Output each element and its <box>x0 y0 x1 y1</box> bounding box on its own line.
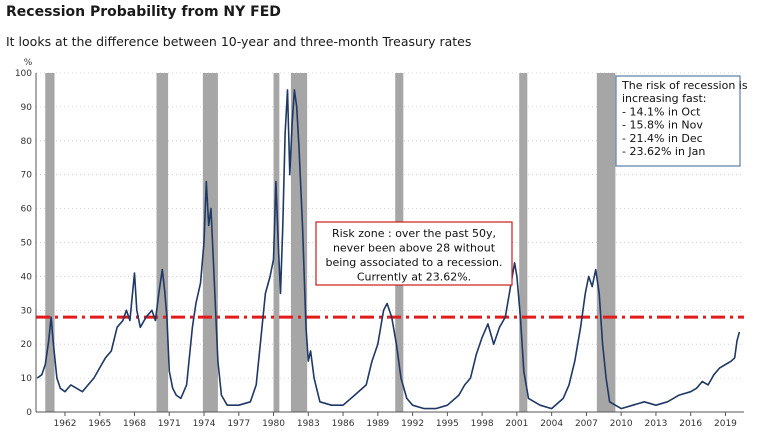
annotation-line: The risk of recession is <box>621 79 748 92</box>
probability-series-line <box>36 89 741 410</box>
y-tick-label: 80 <box>21 137 33 147</box>
x-tick-label: 1977 <box>227 419 250 429</box>
y-tick-label: 70 <box>21 171 33 181</box>
annotation-line: being associated to a recession. <box>326 256 503 269</box>
y-tick-label: 90 <box>21 103 33 113</box>
x-tick-label: 1998 <box>471 419 494 429</box>
x-tick-label: 1995 <box>436 419 459 429</box>
x-tick-label: 1983 <box>297 419 320 429</box>
x-tick-label: 2013 <box>644 419 667 429</box>
x-tick-label: 1992 <box>401 419 424 429</box>
annotation-line: Currently at 23.62%. <box>357 271 471 284</box>
x-tick-label: 2007 <box>575 419 598 429</box>
x-tick-label: 1968 <box>123 419 146 429</box>
y-tick-label: 60 <box>21 205 33 215</box>
x-tick-label: 2004 <box>540 419 563 429</box>
x-tick-label: 2016 <box>679 419 702 429</box>
annotation-line: - 23.62% in Jan <box>622 145 705 158</box>
annotation-line: - 21.4% in Dec <box>622 132 703 145</box>
y-tick-label: 40 <box>21 272 33 282</box>
recession-band <box>596 73 616 412</box>
x-tick-label: 2010 <box>610 419 633 429</box>
x-tick-label: 1965 <box>88 419 111 429</box>
y-tick-label: 10 <box>21 374 33 384</box>
recession-band <box>156 73 169 412</box>
x-tick-label: 1989 <box>366 419 389 429</box>
recession-band <box>45 73 55 412</box>
annotation-risk: Risk zone : over the past 50y, never been… <box>315 221 513 286</box>
recession-band <box>273 73 280 412</box>
y-tick-label: 100 <box>15 69 32 79</box>
y-axis-label: % <box>24 58 33 68</box>
annotation-line: Risk zone : over the past 50y, <box>332 227 496 240</box>
x-tick-label: 2019 <box>714 419 737 429</box>
chart-title: Recession Probability from NY FED <box>6 4 281 20</box>
x-tick-label: 1986 <box>332 419 355 429</box>
x-tick-label: 1962 <box>54 419 77 429</box>
annotation-line: - 15.8% in Nov <box>622 119 703 132</box>
x-tick-label: 2001 <box>505 419 528 429</box>
recession-band <box>202 73 218 412</box>
annotation-box <box>315 221 513 286</box>
y-tick-label: 20 <box>21 340 33 350</box>
annotation-line: never been above 28 without <box>333 242 496 255</box>
x-tick-label: 1971 <box>158 419 181 429</box>
x-tick-label: 1974 <box>193 419 216 429</box>
y-tick-label: 50 <box>21 239 33 249</box>
chart-subtitle: It looks at the difference between 10-ye… <box>6 34 472 49</box>
recession-band <box>290 73 308 412</box>
y-tick-label: 30 <box>21 306 33 316</box>
annotation-line: - 14.1% in Oct <box>622 105 701 118</box>
y-tick-label: 0 <box>26 408 32 418</box>
annotation-box <box>615 75 741 167</box>
recession-band <box>519 73 528 412</box>
annotation-line: increasing fast: <box>622 92 706 105</box>
x-tick-label: 1980 <box>262 419 285 429</box>
